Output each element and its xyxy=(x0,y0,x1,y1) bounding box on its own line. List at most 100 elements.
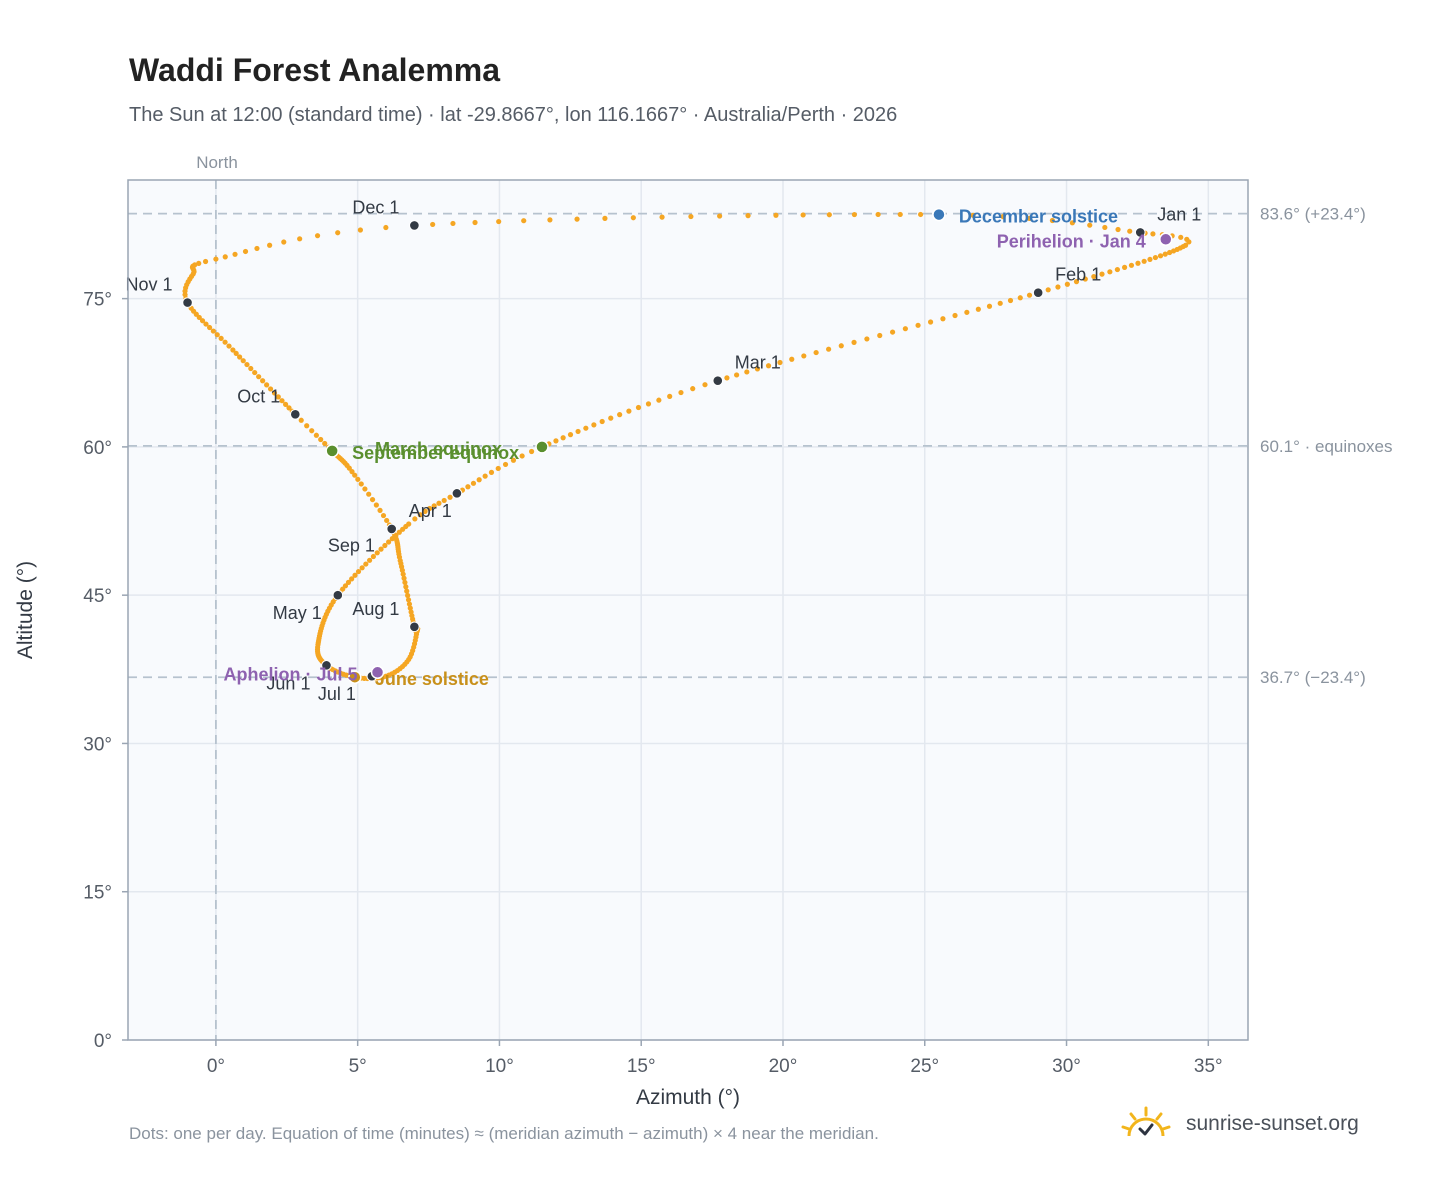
daily-dot xyxy=(355,476,361,482)
daily-dot xyxy=(237,354,243,360)
month-marker xyxy=(182,297,193,308)
daily-dot xyxy=(1167,249,1173,256)
daily-dot xyxy=(476,477,482,483)
daily-dot xyxy=(417,512,423,518)
daily-dot xyxy=(851,339,857,345)
daily-dot xyxy=(1055,284,1061,290)
daily-dot xyxy=(362,486,368,492)
y-tick-label: 30° xyxy=(83,734,112,755)
daily-dot xyxy=(496,218,502,225)
daily-dot xyxy=(396,529,402,535)
daily-dot xyxy=(1102,224,1108,231)
daily-dot xyxy=(940,316,946,322)
daily-dot xyxy=(352,472,358,478)
daily-dot xyxy=(659,214,665,220)
daily-dot xyxy=(690,386,696,392)
event-marker xyxy=(370,665,385,680)
daily-dot xyxy=(1007,297,1014,304)
daily-dot xyxy=(591,422,597,428)
markers: Jan 1 Feb 1 Mar 1 Apr 1 May 1 Jun 1 Jul 1 Aug 1… xyxy=(126,197,1202,704)
month-marker xyxy=(386,523,397,535)
x-tick-label: 20° xyxy=(769,1056,798,1077)
daily-dot xyxy=(724,375,730,381)
daily-dot xyxy=(560,435,566,441)
daily-dot xyxy=(1128,262,1135,268)
daily-dot xyxy=(366,491,372,497)
event-label: March equinox xyxy=(375,439,502,459)
month-marker xyxy=(409,220,420,231)
daily-dot xyxy=(230,347,236,353)
daily-dot xyxy=(777,359,783,366)
daily-dot xyxy=(405,592,411,599)
daily-dot xyxy=(256,374,262,380)
daily-dot xyxy=(678,389,684,396)
daily-dot xyxy=(349,469,355,475)
daily-dot xyxy=(608,415,614,421)
daily-dot xyxy=(192,262,198,268)
chart-subtitle: The Sun at 12:00 (standard time) · lat -… xyxy=(129,104,898,126)
daily-dot xyxy=(240,358,246,364)
daily-dot xyxy=(800,212,806,218)
daily-dot xyxy=(271,390,278,396)
daily-dot xyxy=(407,605,413,611)
daily-dot xyxy=(286,405,292,411)
daily-dot xyxy=(441,497,447,504)
meridian-label: North xyxy=(196,153,238,172)
daily-dot xyxy=(495,465,501,472)
month-label: Mar 1 xyxy=(735,353,781,373)
daily-dot xyxy=(304,423,310,429)
daily-dot xyxy=(1045,287,1051,293)
daily-dot xyxy=(373,502,379,508)
daily-dot xyxy=(254,245,260,252)
daily-dot xyxy=(465,484,471,490)
daily-dot xyxy=(1186,239,1192,245)
daily-dot xyxy=(370,553,377,560)
daily-dot xyxy=(1170,248,1177,254)
x-tick-label: 25° xyxy=(910,1056,939,1077)
daily-dot xyxy=(355,568,362,575)
daily-dot xyxy=(734,372,740,378)
daily-dot xyxy=(318,436,324,443)
daily-dot xyxy=(357,227,363,233)
event-marker xyxy=(932,207,946,222)
month-label: Nov 1 xyxy=(126,275,173,295)
daily-dot xyxy=(244,361,250,368)
daily-dot xyxy=(567,432,574,438)
daily-dot xyxy=(1162,251,1168,257)
x-tick-label: 5° xyxy=(349,1056,367,1077)
daily-dot xyxy=(349,576,355,582)
event-label: June solstice xyxy=(375,669,489,689)
daily-dot xyxy=(1099,271,1105,277)
event-marker xyxy=(348,670,362,684)
daily-dot xyxy=(510,457,517,463)
daily-dot xyxy=(875,211,881,218)
daily-dot xyxy=(378,546,384,552)
daily-dot xyxy=(964,309,970,315)
daily-dot xyxy=(218,335,224,342)
daily-dot xyxy=(1150,231,1156,237)
brand-name[interactable]: sunrise-sunset.org xyxy=(1186,1112,1359,1135)
daily-dot xyxy=(1091,273,1097,280)
daily-dot xyxy=(264,382,270,388)
daily-dot xyxy=(282,401,289,407)
month-marker xyxy=(289,408,301,420)
daily-dot xyxy=(213,256,219,262)
daily-dot xyxy=(281,239,287,245)
daily-dot xyxy=(335,230,341,236)
event-label: December solstice xyxy=(959,207,1118,227)
brand[interactable]: sunrise-sunset.org xyxy=(1120,1102,1359,1146)
axis-ticks: 0° 5° 10° 15° 20° 25° 30° 35° 0° 15° 30° 45° 60° 75° xyxy=(83,290,1222,1077)
daily-dot xyxy=(635,404,642,411)
month-marker xyxy=(332,589,344,601)
month-marker xyxy=(451,488,463,499)
daily-dot xyxy=(688,213,694,220)
daily-dot xyxy=(745,213,751,219)
daily-dot xyxy=(1107,269,1113,275)
daily-dot xyxy=(602,215,608,221)
daily-dot xyxy=(813,349,819,356)
month-label: Oct 1 xyxy=(237,386,280,406)
plot-frame xyxy=(127,179,1249,1041)
daily-dot xyxy=(279,398,285,404)
daily-dot xyxy=(851,211,858,218)
daily-dot xyxy=(222,339,228,345)
